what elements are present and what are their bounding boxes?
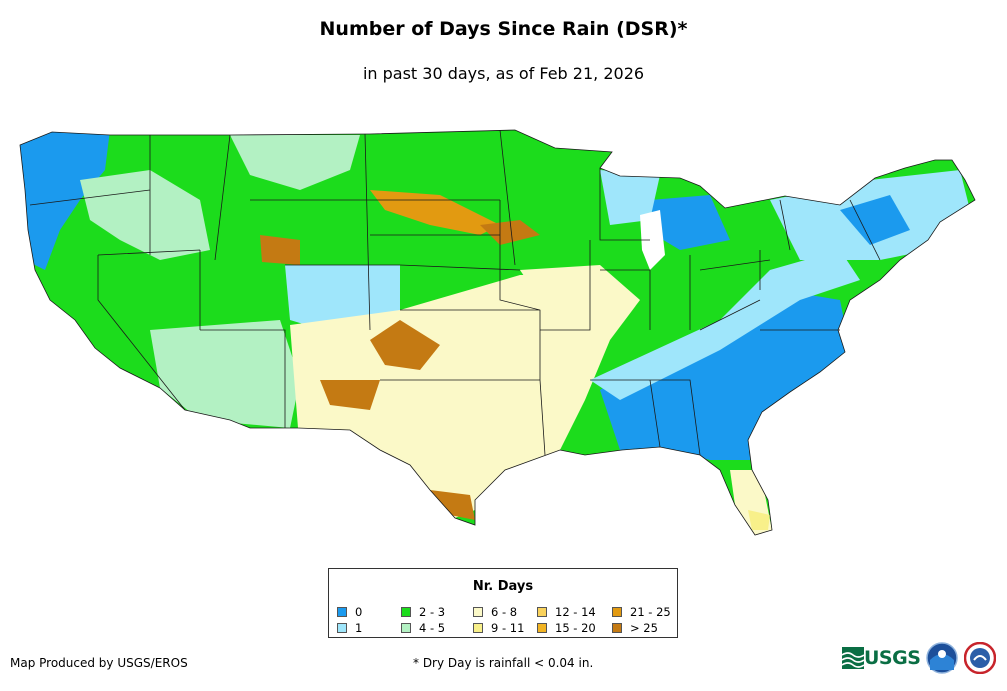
region-new-england-wet — [840, 195, 910, 245]
legend-item: > 25 — [612, 621, 658, 635]
legend-title: Nr. Days — [472, 579, 534, 594]
legend-item: 1 — [337, 621, 362, 635]
usgs-wordmark: USGS — [864, 647, 921, 669]
legend-swatch — [473, 623, 483, 633]
legend-item: 6 - 8 — [473, 605, 517, 619]
region-midwest-dry — [520, 265, 640, 340]
legend-item: 15 - 20 — [537, 621, 596, 635]
legend-swatch — [537, 607, 547, 617]
legend-item: 2 - 3 — [401, 605, 445, 619]
region-great-lakes — [650, 195, 730, 250]
noaa-logo — [926, 642, 959, 674]
region-northern-rockies — [80, 170, 210, 260]
region-midatlantic — [590, 250, 860, 400]
legend-label: 2 - 3 — [419, 605, 446, 619]
usgs-logo: USGS — [842, 647, 921, 669]
legend-item: 12 - 14 — [537, 605, 596, 619]
region-minnesota-wet — [600, 170, 660, 225]
legend-label: 9 - 11 — [491, 621, 525, 635]
legend-label: 15 - 20 — [555, 621, 596, 635]
region-montana-patch — [230, 135, 360, 190]
legend-item: 9 - 11 — [473, 621, 524, 635]
legend-item: 0 — [337, 605, 362, 619]
state-borders — [19, 129, 976, 536]
legend-swatch — [612, 623, 622, 633]
region-southwest — [150, 320, 300, 428]
usgs-wave-icon — [842, 647, 864, 669]
legend-swatch — [337, 607, 347, 617]
map-subtitle: in past 30 days, as of Feb 21, 2026 — [362, 64, 645, 83]
legend-swatch — [337, 623, 347, 633]
legend-label: > 25 — [630, 621, 658, 635]
region-dakota-dry — [370, 190, 500, 235]
region-kansas-brown — [370, 320, 440, 370]
region-wyoming-brown — [260, 235, 300, 265]
lake-michigan — [640, 210, 665, 270]
region-southeast-wet — [600, 290, 850, 460]
region-pnw-wet — [20, 130, 110, 270]
legend-box: Nr. Days 0 1 2 - 3 4 - 5 6 - 8 9 - 11 12 - 14 1… — [328, 568, 678, 638]
logo-bar: USGS — [842, 638, 1002, 678]
legend-label: 6 - 8 — [491, 605, 518, 619]
region-texas-coast — [430, 490, 475, 520]
legend-label: 21 - 25 — [630, 605, 671, 619]
legend-label: 1 — [355, 621, 363, 635]
region-southern-plains — [290, 275, 610, 518]
legend-label: 12 - 14 — [555, 605, 596, 619]
legend-swatch — [537, 623, 547, 633]
legend-item: 4 - 5 — [401, 621, 445, 635]
credit-text: Map Produced by USGS/EROS — [10, 656, 188, 670]
region-panhandle-brown — [320, 380, 380, 410]
legend-swatch — [401, 623, 411, 633]
region-florida-south — [748, 510, 770, 530]
legend-swatch — [612, 607, 622, 617]
legend-label: 4 - 5 — [419, 621, 446, 635]
national-weather-service-logo — [964, 642, 997, 674]
us-dsr-map — [19, 129, 976, 536]
region-iowa-dry — [480, 220, 540, 245]
legend-swatch — [473, 607, 483, 617]
legend-swatch — [401, 607, 411, 617]
footnote-text: * Dry Day is rainfall < 0.04 in. — [413, 656, 594, 670]
legend-item: 21 - 25 — [612, 605, 671, 619]
map-title: Number of Days Since Rain (DSR)* — [319, 18, 688, 40]
legend-label: 0 — [355, 605, 363, 619]
